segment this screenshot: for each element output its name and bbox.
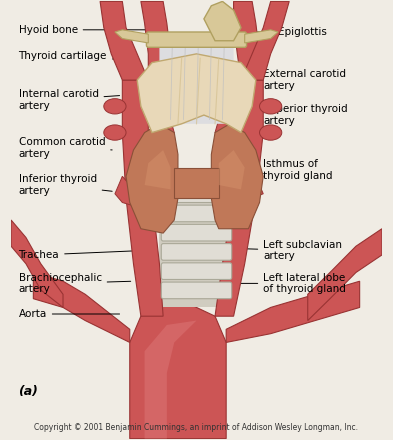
FancyBboxPatch shape bbox=[147, 32, 246, 47]
Ellipse shape bbox=[104, 125, 126, 140]
Text: Left subclavian
artery: Left subclavian artery bbox=[236, 240, 342, 261]
Text: Left lateral lobe
of thyroid gland: Left lateral lobe of thyroid gland bbox=[218, 273, 346, 294]
Text: Epiglottis: Epiglottis bbox=[225, 27, 327, 37]
Ellipse shape bbox=[104, 99, 126, 114]
Text: (a): (a) bbox=[18, 385, 39, 398]
Text: Common carotid
artery: Common carotid artery bbox=[18, 137, 112, 159]
Polygon shape bbox=[245, 30, 278, 43]
FancyBboxPatch shape bbox=[161, 244, 232, 260]
Polygon shape bbox=[122, 80, 163, 316]
FancyBboxPatch shape bbox=[161, 263, 232, 279]
Polygon shape bbox=[211, 124, 263, 229]
Polygon shape bbox=[115, 30, 148, 43]
Polygon shape bbox=[215, 80, 263, 316]
Polygon shape bbox=[11, 220, 63, 308]
Polygon shape bbox=[100, 1, 148, 80]
Text: Isthmus of
thyroid gland: Isthmus of thyroid gland bbox=[207, 159, 333, 180]
Polygon shape bbox=[126, 124, 178, 233]
Polygon shape bbox=[145, 321, 196, 439]
FancyBboxPatch shape bbox=[161, 282, 232, 299]
Polygon shape bbox=[33, 272, 130, 342]
Text: Thyroid cartilage: Thyroid cartilage bbox=[18, 51, 134, 61]
Polygon shape bbox=[308, 229, 382, 321]
Text: Superior thyroid
artery: Superior thyroid artery bbox=[236, 104, 348, 126]
Polygon shape bbox=[137, 54, 256, 132]
Text: Trachea: Trachea bbox=[18, 250, 138, 260]
Text: Hyoid bone: Hyoid bone bbox=[18, 25, 145, 35]
Polygon shape bbox=[204, 1, 241, 41]
Polygon shape bbox=[219, 150, 245, 189]
Text: Aorta: Aorta bbox=[18, 309, 119, 319]
FancyBboxPatch shape bbox=[161, 186, 232, 202]
Text: Brachiocephalic
artery: Brachiocephalic artery bbox=[18, 273, 131, 294]
Polygon shape bbox=[141, 89, 174, 137]
Polygon shape bbox=[145, 150, 171, 189]
Polygon shape bbox=[160, 185, 233, 308]
Text: External carotid
artery: External carotid artery bbox=[236, 69, 346, 91]
Polygon shape bbox=[233, 1, 263, 80]
Polygon shape bbox=[115, 176, 167, 211]
FancyBboxPatch shape bbox=[161, 224, 232, 241]
Polygon shape bbox=[226, 281, 360, 342]
Text: Copyright © 2001 Benjamin Cummings, an imprint of Addison Wesley Longman, Inc.: Copyright © 2001 Benjamin Cummings, an i… bbox=[35, 423, 358, 432]
Ellipse shape bbox=[259, 125, 282, 140]
Text: Inferior thyroid
artery: Inferior thyroid artery bbox=[18, 174, 112, 196]
Ellipse shape bbox=[259, 99, 282, 114]
Polygon shape bbox=[141, 1, 171, 80]
Polygon shape bbox=[215, 89, 248, 137]
Polygon shape bbox=[130, 299, 226, 439]
Polygon shape bbox=[241, 1, 289, 80]
FancyBboxPatch shape bbox=[161, 205, 232, 222]
Polygon shape bbox=[215, 176, 263, 211]
Polygon shape bbox=[174, 168, 219, 198]
Polygon shape bbox=[160, 37, 233, 124]
Text: Internal carotid
artery: Internal carotid artery bbox=[18, 89, 119, 110]
